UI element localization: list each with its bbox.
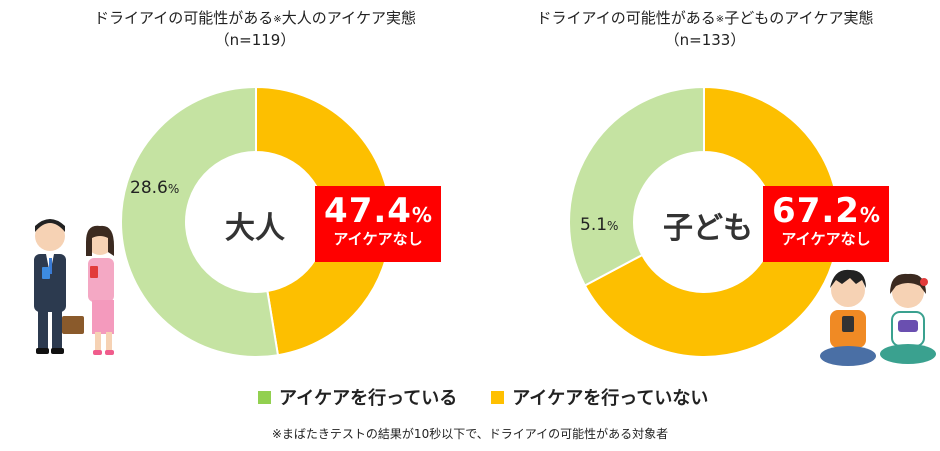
- center-label-adult: 大人: [225, 211, 285, 246]
- sample-size: （n=119）: [214, 31, 296, 49]
- badge-no-care-child: 67.2% アイケアなし: [763, 186, 889, 262]
- badge-value: 47.4: [324, 191, 412, 231]
- title-mark: ※: [715, 14, 725, 25]
- adult-people-illustration: [34, 219, 114, 355]
- legend-swatch-no-care: [491, 390, 505, 404]
- legend-item-care: アイケアを行っている: [258, 384, 457, 410]
- legend-item-no-care: アイケアを行っていない: [491, 384, 708, 410]
- data-label-care-child: 5.1%: [580, 215, 618, 235]
- unit: %: [167, 182, 180, 196]
- legend: アイケアを行っている アイケアを行っていない: [258, 384, 708, 410]
- title-suffix: 子どものアイケア実態: [724, 9, 874, 27]
- center-label-child: 子ども: [663, 211, 753, 246]
- legend-label: アイケアを行っていない: [512, 388, 709, 409]
- data-label-care-adult: 28.6%: [130, 178, 179, 198]
- badge-no-care-adult: 47.4% アイケアなし: [315, 186, 441, 262]
- badge-unit: %: [859, 203, 880, 227]
- value: 5.1: [580, 215, 608, 235]
- children-illustration: [820, 269, 936, 366]
- value: 28.6: [130, 178, 168, 198]
- title-main: ドライアイの可能性がある: [94, 9, 274, 27]
- legend-swatch-care: [258, 390, 271, 404]
- chart-title-child: ドライアイの可能性がある※子どものアイケア実態 （n=133）: [505, 8, 905, 51]
- title-suffix: 大人のアイケア実態: [281, 9, 416, 27]
- slice-care: [120, 85, 280, 358]
- legend-label: アイケアを行っている: [279, 388, 458, 409]
- badge-text: アイケアなし: [333, 230, 423, 248]
- unit: %: [607, 219, 619, 233]
- slice-care: [568, 85, 705, 287]
- badge-unit: %: [411, 203, 432, 227]
- footnote: ※まばたきテストの結果が10秒以下で、ドライアイの可能性がある対象者: [271, 427, 669, 441]
- sample-size: （n=133）: [664, 31, 746, 49]
- title-main: ドライアイの可能性がある: [536, 9, 716, 27]
- badge-text: アイケアなし: [781, 230, 871, 248]
- title-mark: ※: [273, 14, 282, 25]
- badge-value: 67.2: [772, 191, 860, 231]
- chart-title-adult: ドライアイの可能性がある※大人のアイケア実態 （n=119）: [60, 8, 450, 51]
